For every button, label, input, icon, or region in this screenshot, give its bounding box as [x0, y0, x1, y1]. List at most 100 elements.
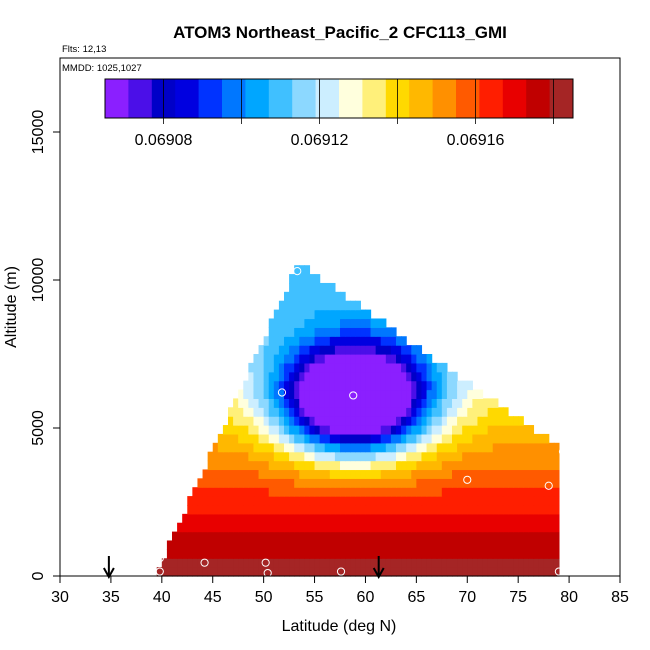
heatmap-cell — [380, 362, 387, 373]
heatmap-cell — [217, 469, 224, 479]
heatmap-cell — [406, 522, 412, 533]
heatmap-cell — [513, 416, 519, 426]
heatmap-cell — [233, 478, 239, 488]
heatmap-cell — [253, 487, 260, 497]
heatmap-cell — [518, 496, 524, 506]
heatmap-cell — [350, 504, 356, 515]
heatmap-cell — [513, 549, 519, 559]
heatmap-cell — [375, 362, 382, 373]
heatmap-cell — [319, 540, 326, 550]
heatmap-cell — [441, 558, 448, 568]
heatmap-cell — [299, 291, 305, 302]
heatmap-cell — [350, 451, 356, 462]
heatmap-cell — [365, 354, 372, 364]
heatmap-cell — [334, 345, 341, 355]
heatmap-cell — [426, 398, 433, 408]
heatmap-cell — [268, 504, 275, 515]
heatmap-cell — [329, 522, 336, 533]
heatmap-cell — [289, 398, 295, 408]
heatmap-cell — [177, 540, 183, 550]
y-axis-label: Altitude (m) — [3, 266, 20, 348]
heatmap-cell — [452, 433, 458, 444]
heatmap-cell — [467, 398, 473, 408]
heatmap-cell — [284, 318, 290, 328]
heatmap-cell — [182, 558, 188, 568]
heatmap-cell — [477, 451, 484, 462]
heatmap-cell — [518, 433, 524, 444]
heatmap-cell — [345, 469, 351, 479]
heatmap-cell — [426, 522, 433, 533]
heatmap-cell — [426, 567, 433, 577]
heatmap-cell — [492, 549, 499, 559]
heatmap-cell — [467, 531, 473, 542]
heatmap-cell — [457, 416, 463, 426]
heatmap-cell — [350, 425, 356, 435]
heatmap-cell — [416, 549, 423, 559]
heatmap-cell — [314, 398, 321, 408]
heatmap-cell — [487, 531, 494, 542]
heatmap-cell — [441, 416, 448, 426]
heatmap-cell — [273, 504, 280, 515]
heatmap-cell — [182, 522, 188, 533]
heatmap-cell — [538, 567, 545, 577]
heatmap-cell — [278, 558, 285, 568]
heatmap-cell — [284, 460, 290, 471]
heatmap-cell — [294, 469, 300, 479]
heatmap-cell — [309, 549, 316, 559]
heatmap-cell — [518, 416, 524, 426]
heatmap-cell — [314, 318, 321, 328]
heatmap-cell — [502, 478, 509, 488]
heatmap-cell — [375, 487, 382, 497]
heatmap-cell — [228, 460, 234, 471]
heatmap-cell — [253, 425, 260, 435]
heatmap-cell — [482, 567, 489, 577]
heatmap-cell — [370, 345, 377, 355]
heatmap-cell — [370, 469, 377, 479]
heatmap-cell — [253, 451, 260, 462]
heatmap-cell — [294, 460, 300, 471]
heatmap-cell — [508, 460, 514, 471]
heatmap-cell — [238, 469, 244, 479]
heatmap-cell — [513, 425, 519, 435]
heatmap-cell — [273, 469, 280, 479]
heatmap-cell — [441, 442, 448, 453]
heatmap-cell — [370, 540, 377, 550]
heatmap-cell — [177, 522, 183, 533]
heatmap-cell — [217, 478, 224, 488]
heatmap-cell — [436, 549, 443, 559]
heatmap-cell — [329, 309, 336, 320]
heatmap-cell — [238, 558, 244, 568]
heatmap-cell — [278, 469, 285, 479]
heatmap-cell — [477, 398, 484, 408]
heatmap-cell — [462, 496, 468, 506]
heatmap-cell — [385, 469, 392, 479]
heatmap-cell — [248, 460, 255, 471]
heatmap-cell — [233, 487, 239, 497]
heatmap-cell — [477, 407, 484, 417]
heatmap-cell — [248, 371, 255, 382]
heatmap-cell — [508, 531, 514, 542]
heatmap-cell — [268, 433, 275, 444]
heatmap-cell — [273, 407, 280, 417]
heatmap-cell — [350, 380, 356, 391]
heatmap-cell — [385, 540, 392, 550]
heatmap-cell — [452, 487, 458, 497]
heatmap-cell — [233, 433, 239, 444]
heatmap-cell — [289, 282, 295, 293]
heatmap-cell — [355, 398, 361, 408]
heatmap-cell — [268, 389, 275, 399]
heatmap-cell — [334, 558, 341, 568]
heatmap-cell — [548, 522, 555, 533]
heatmap-cell — [401, 416, 407, 426]
colorbar-segment — [222, 79, 246, 118]
heatmap-cell — [543, 540, 550, 550]
heatmap-cell — [248, 522, 255, 533]
flight-arrow-head — [372, 567, 385, 580]
heatmap-cell — [319, 389, 326, 399]
heatmap-cell — [314, 327, 321, 337]
heatmap-cell — [329, 389, 336, 399]
heatmap-cell — [446, 531, 453, 542]
heatmap-cell — [309, 451, 316, 462]
heatmap-cell — [263, 496, 270, 506]
heatmap-cell — [268, 496, 275, 506]
